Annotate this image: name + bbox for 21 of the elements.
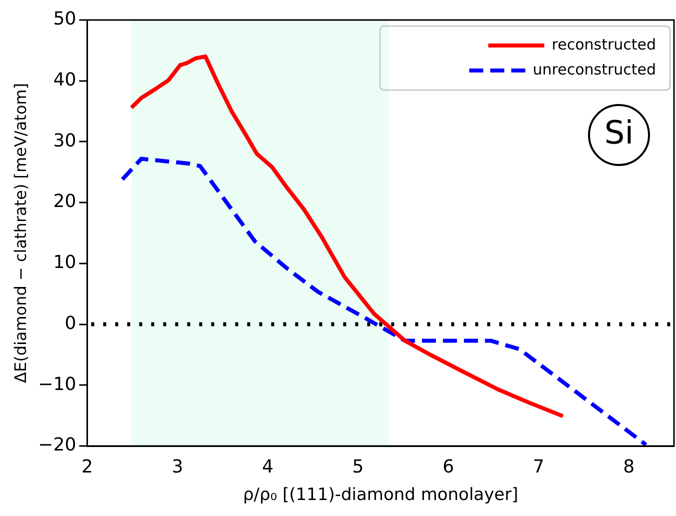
x-tick-label: 7 bbox=[532, 456, 544, 478]
y-tick-label: 20 bbox=[53, 191, 76, 212]
x-tick-label: 3 bbox=[172, 456, 184, 478]
annotation: Si bbox=[604, 113, 634, 152]
x-tick-label: 2 bbox=[81, 456, 93, 478]
legend-label: reconstructed bbox=[552, 35, 656, 54]
y-tick-label: 30 bbox=[53, 130, 76, 152]
y-tick-label: 0 bbox=[64, 312, 76, 334]
y-axis-title: ΔE(diamond − clathrate) [meV/atom] bbox=[10, 83, 30, 383]
x-tick-label: 6 bbox=[442, 456, 454, 478]
x-tick-label: 5 bbox=[352, 456, 364, 478]
y-tick-label: 40 bbox=[53, 70, 76, 91]
legend-label: unreconstructed bbox=[532, 60, 656, 78]
y-tick-label: −20 bbox=[38, 434, 76, 456]
x-tick-label: 4 bbox=[262, 456, 274, 478]
y-tick-label: 50 bbox=[53, 8, 76, 30]
y-tick-label: −10 bbox=[38, 374, 76, 395]
y-tick-label: 10 bbox=[53, 252, 76, 274]
x-tick-label: 8 bbox=[623, 456, 635, 478]
line-series bbox=[120, 156, 648, 446]
x-axis-title: ρ/ρ₀ [(111)-diamond monolayer] bbox=[242, 485, 518, 506]
